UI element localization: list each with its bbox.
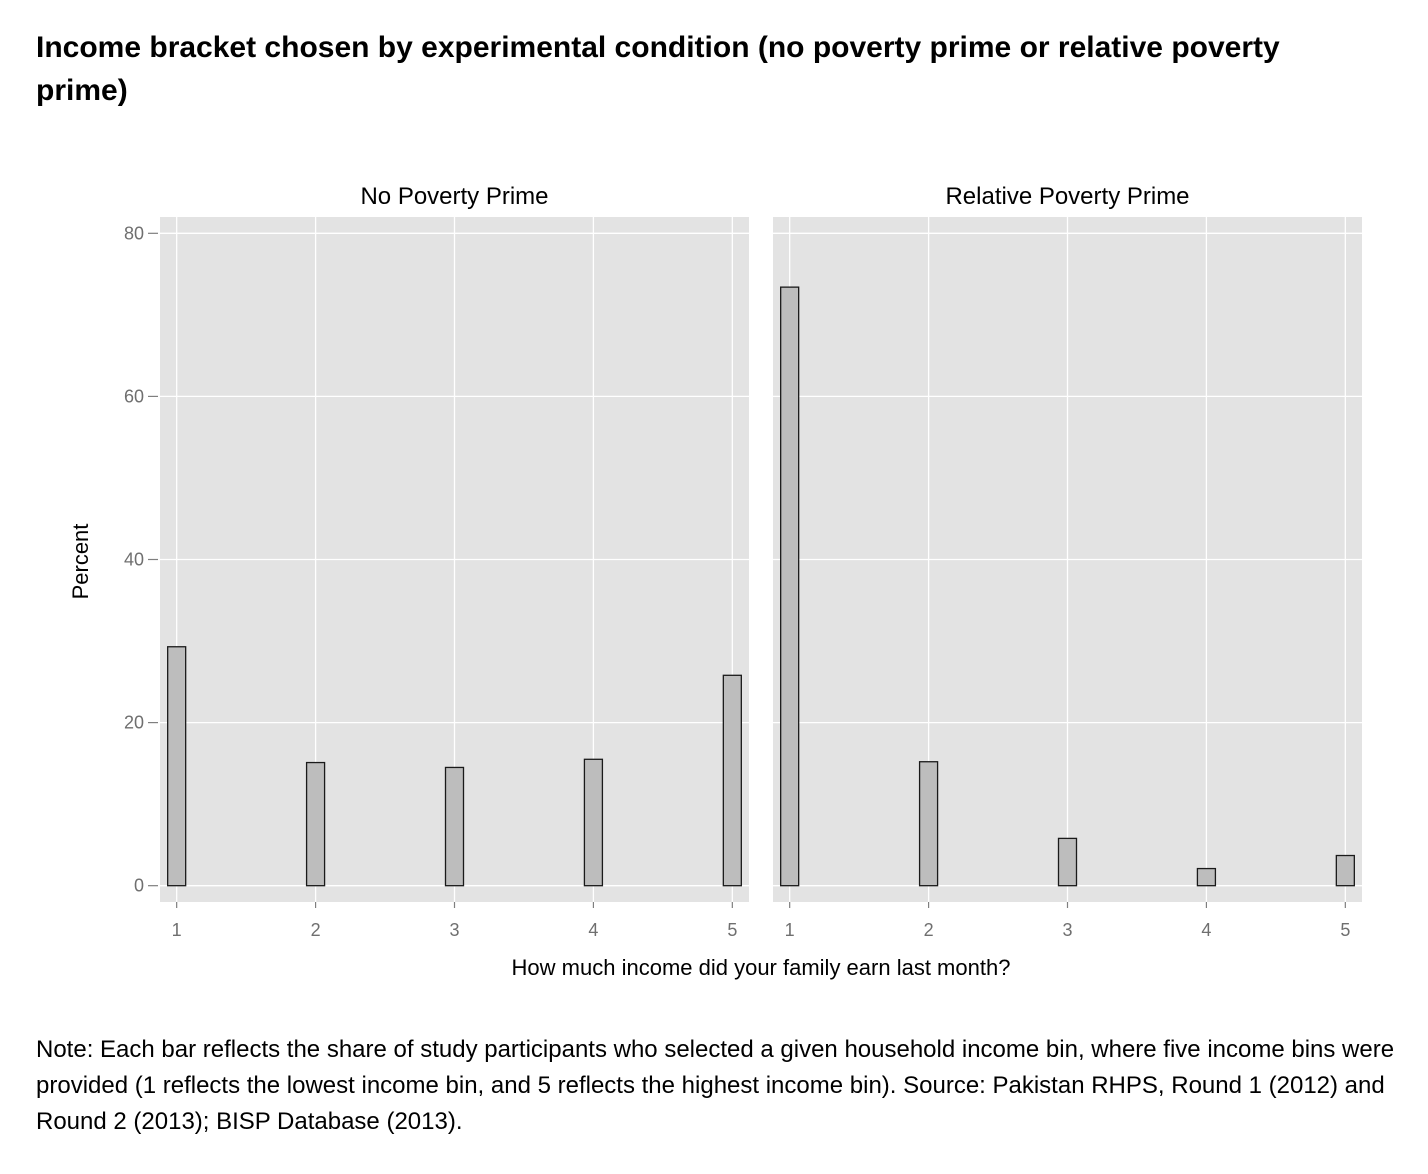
y-axis-label: Percent <box>68 524 93 600</box>
bar-5 <box>1335 854 1355 887</box>
chart-title: Income bracket chosen by experimental co… <box>36 31 1280 107</box>
x-tick-label: 5 <box>727 920 737 940</box>
facet-label: Relative Poverty Prime <box>945 183 1189 210</box>
x-tick-label: 2 <box>311 920 321 940</box>
panel-2: 1 2 3 4 5 Relative Poverty Prime <box>773 183 1362 940</box>
x-tick-label: 3 <box>1062 920 1072 940</box>
x-tick-label: 1 <box>785 920 795 940</box>
chart-note: Note: Each bar reflects the share of stu… <box>36 1036 1395 1135</box>
x-tick-label: 2 <box>924 920 934 940</box>
bar-3 <box>1057 837 1078 887</box>
bar-2 <box>918 761 939 887</box>
y-tick-label: 0 <box>134 876 144 896</box>
y-tick-label: 80 <box>124 223 144 243</box>
bar-3 <box>444 766 465 887</box>
bar-5 <box>722 674 742 887</box>
bar-1 <box>167 646 187 887</box>
x-tick-label: 5 <box>1340 920 1350 940</box>
x-axis-label: How much income did your family earn las… <box>512 955 1011 980</box>
y-tick-label: 20 <box>124 713 144 733</box>
faceted-bar-chart: 1 2 3 4 5 No Poverty Prime 0 20 40 60 80 1 2 3 4 5 Relat… <box>68 183 1362 980</box>
facet-label: No Poverty Prime <box>360 183 548 210</box>
bar-1 <box>780 286 800 887</box>
x-tick-label: 4 <box>1201 920 1211 940</box>
y-tick-label: 60 <box>124 386 144 406</box>
panel-1: 1 2 3 4 5 No Poverty Prime 0 20 40 60 80 <box>124 183 749 940</box>
bar-2 <box>305 761 326 887</box>
x-tick-label: 3 <box>449 920 459 940</box>
x-tick-label: 1 <box>172 920 182 940</box>
y-tick-label: 40 <box>124 550 144 570</box>
bar-4 <box>583 758 604 887</box>
x-tick-label: 4 <box>588 920 598 940</box>
bar-4 <box>1196 867 1217 887</box>
